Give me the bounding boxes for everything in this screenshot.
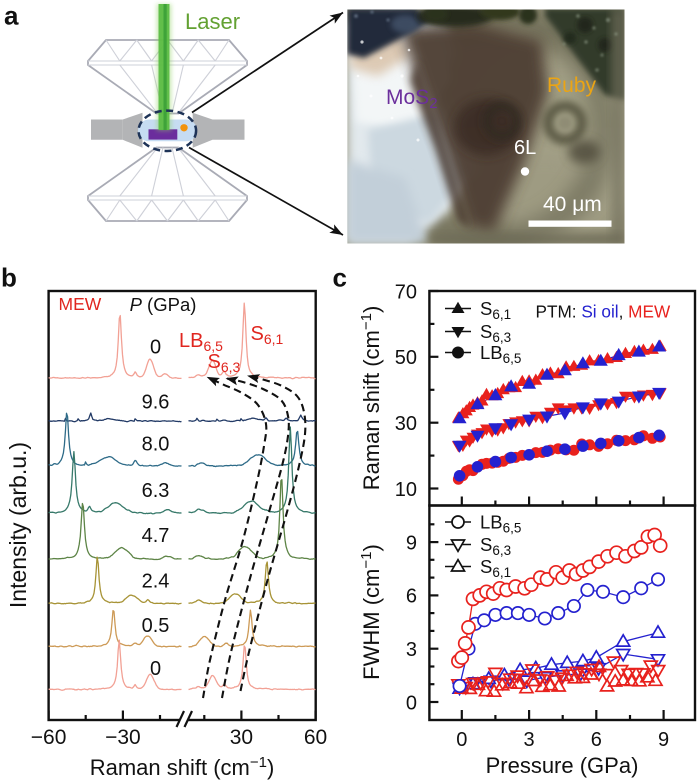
svg-text:4.7: 4.7: [142, 525, 170, 547]
svg-text:FWHM (cm−1): FWHM (cm−1): [358, 544, 384, 680]
svg-text:10: 10: [395, 479, 417, 501]
svg-text:MEW: MEW: [59, 294, 102, 314]
svg-text:0: 0: [150, 658, 161, 680]
svg-text:60: 60: [304, 726, 327, 749]
svg-text:−30: −30: [105, 726, 141, 749]
svg-text:Laser: Laser: [185, 9, 240, 34]
svg-text:a: a: [4, 1, 19, 31]
svg-text:6L: 6L: [514, 137, 536, 159]
svg-text:30: 30: [395, 413, 417, 435]
svg-text:30: 30: [230, 726, 253, 749]
svg-text:0: 0: [456, 729, 467, 751]
svg-text:S6,3: S6,3: [480, 534, 511, 558]
svg-text:2.4: 2.4: [142, 571, 170, 593]
svg-text:Raman shift (cm−1): Raman shift (cm−1): [90, 754, 275, 780]
svg-text:8.0: 8.0: [142, 434, 170, 456]
svg-text:LB6,5: LB6,5: [480, 512, 521, 536]
svg-text:9: 9: [406, 532, 417, 554]
svg-text:0: 0: [406, 692, 417, 714]
svg-text:S6,1: S6,1: [251, 323, 284, 347]
svg-text:40 μm: 40 μm: [543, 193, 602, 216]
svg-text:c: c: [333, 263, 347, 293]
svg-text:S6,1: S6,1: [480, 556, 511, 580]
svg-text:6: 6: [591, 729, 602, 751]
svg-text:70: 70: [395, 281, 417, 303]
svg-text:Intensity (arb.u.): Intensity (arb.u.): [5, 442, 31, 608]
svg-text:9.6: 9.6: [142, 391, 170, 413]
svg-text:Ruby: Ruby: [547, 74, 597, 97]
svg-text:3: 3: [524, 729, 535, 751]
svg-text:50: 50: [395, 347, 417, 369]
svg-text:MoS2: MoS2: [386, 86, 438, 112]
svg-text:9: 9: [658, 729, 669, 751]
svg-text:LB6,5: LB6,5: [480, 342, 521, 366]
svg-text:PTM: Si oil, MEW: PTM: Si oil, MEW: [536, 302, 671, 322]
svg-text:3: 3: [406, 639, 417, 661]
svg-text:S6,1: S6,1: [480, 298, 511, 322]
svg-text:P (GPa): P (GPa): [130, 294, 197, 315]
svg-text:6.3: 6.3: [142, 480, 170, 502]
svg-text:0: 0: [150, 337, 161, 359]
svg-text:0.5: 0.5: [142, 615, 170, 637]
svg-text:−60: −60: [31, 726, 67, 749]
svg-text:Pressure (GPa): Pressure (GPa): [486, 753, 639, 778]
svg-text:Raman shift (cm−1): Raman shift (cm−1): [358, 306, 384, 491]
svg-text:6: 6: [406, 586, 417, 608]
svg-text:S6,3: S6,3: [208, 351, 241, 375]
svg-text:b: b: [1, 263, 17, 293]
